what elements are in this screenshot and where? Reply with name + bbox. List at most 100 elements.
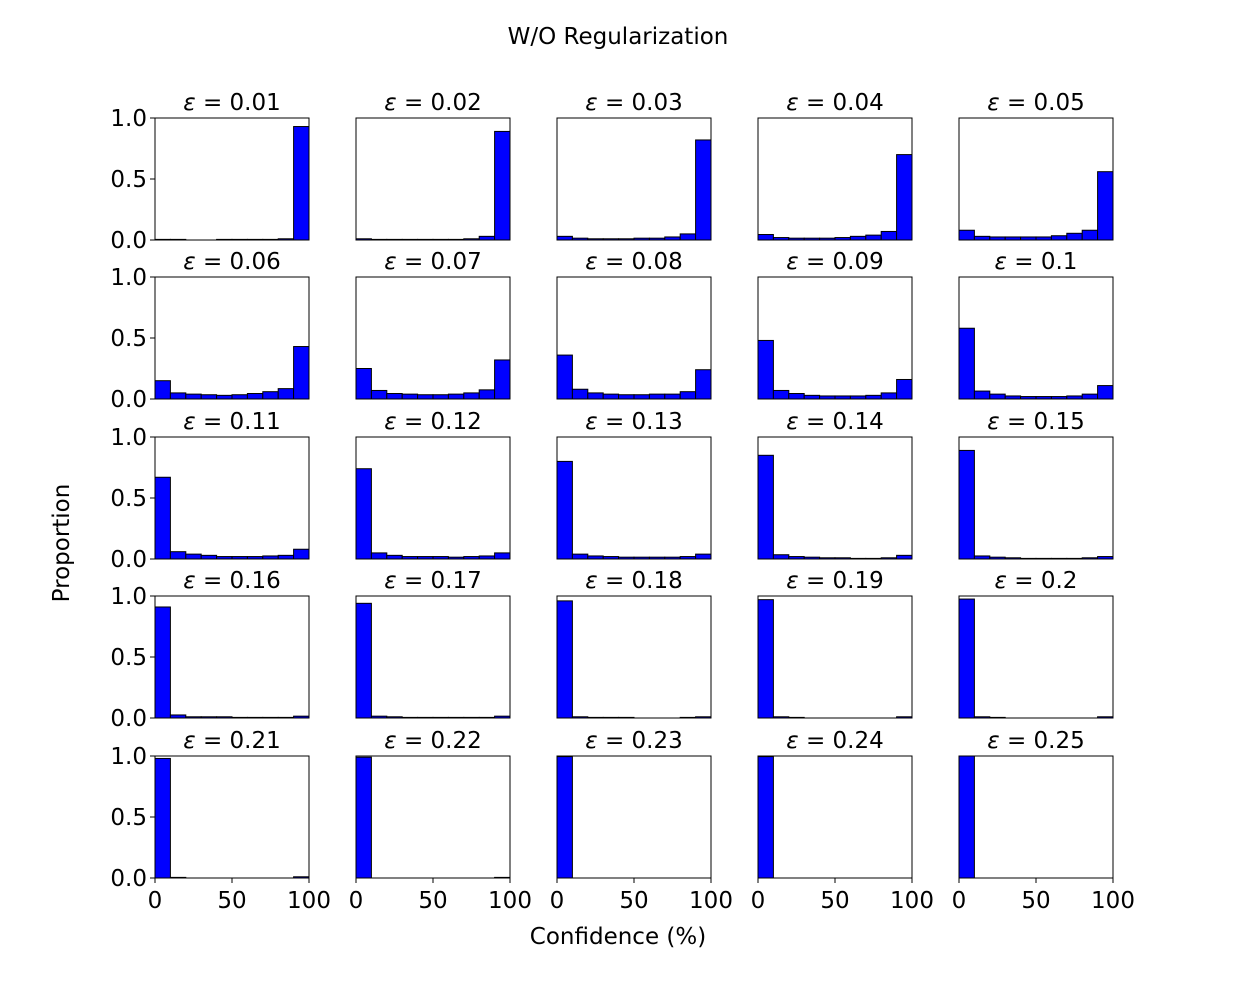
panel-title: ε = 0.06 bbox=[183, 249, 281, 275]
x-tick-label: 0 bbox=[550, 888, 565, 914]
axes-frame bbox=[355, 436, 511, 560]
histogram-bar bbox=[849, 235, 867, 241]
panel-title: ε = 0.2 bbox=[995, 568, 1078, 594]
panel-eps-0.21: ε = 0.21 0.0 0.5 1.0 0 50 100 bbox=[110, 728, 331, 914]
histogram-bar bbox=[200, 394, 218, 400]
axes-frame bbox=[154, 595, 310, 719]
histogram-bar bbox=[370, 389, 388, 400]
y-tick-label: 0.5 bbox=[110, 805, 147, 831]
y-tick-label: 1.0 bbox=[110, 425, 147, 451]
panel-title: ε = 0.1 bbox=[995, 249, 1078, 275]
panel-title: ε = 0.23 bbox=[585, 728, 683, 754]
axes-frame bbox=[154, 436, 310, 560]
histogram-bar bbox=[757, 599, 774, 719]
histogram-bar bbox=[587, 392, 604, 400]
axes-frame bbox=[154, 276, 310, 400]
panel-eps-0.19: ε = 0.19 bbox=[757, 568, 913, 719]
histogram-bar bbox=[556, 235, 573, 241]
axes-frame bbox=[556, 436, 712, 560]
y-tick-label: 0.5 bbox=[110, 645, 147, 671]
x-tick-label: 100 bbox=[488, 888, 532, 914]
y-tick-label: 1.0 bbox=[110, 106, 147, 132]
panel-title: ε = 0.04 bbox=[786, 90, 884, 116]
histogram-bar bbox=[447, 393, 465, 400]
histogram-bar bbox=[386, 393, 403, 400]
histogram-bar bbox=[355, 602, 372, 719]
x-tick-label: 100 bbox=[1091, 888, 1135, 914]
x-axis-label: Confidence (%) bbox=[529, 924, 707, 950]
panel-eps-0.08: ε = 0.08 bbox=[556, 249, 712, 400]
panel-eps-0.16: ε = 0.16 0.0 0.5 1.0 bbox=[110, 568, 310, 732]
histogram-bar bbox=[958, 449, 975, 560]
histogram-bar bbox=[865, 394, 882, 400]
histogram-bar bbox=[880, 392, 898, 400]
axes-frame bbox=[355, 117, 511, 241]
histogram-bar bbox=[355, 368, 372, 400]
panel-eps-0.07: ε = 0.07 bbox=[355, 249, 511, 400]
y-tick-label: 0.0 bbox=[110, 866, 147, 892]
histogram-bar bbox=[958, 755, 975, 879]
histogram-bar bbox=[989, 393, 1006, 400]
histogram-bar bbox=[633, 394, 650, 400]
histogram-bar bbox=[169, 392, 187, 400]
x-tick-label: 50 bbox=[619, 888, 648, 914]
histogram-bar bbox=[401, 393, 419, 400]
histogram-bar bbox=[494, 359, 511, 400]
y-tick-label: 1.0 bbox=[110, 744, 147, 770]
panel-eps-0.14: ε = 0.14 bbox=[757, 409, 913, 560]
histogram-bar bbox=[695, 139, 712, 241]
panel-title: ε = 0.16 bbox=[183, 568, 281, 594]
y-axis-label: Proportion bbox=[49, 483, 75, 603]
panel-title: ε = 0.09 bbox=[786, 249, 884, 275]
panel-eps-0.03: ε = 0.03 bbox=[556, 90, 712, 241]
y-tick-label: 0.0 bbox=[110, 387, 147, 413]
y-tick-label: 0.5 bbox=[110, 326, 147, 352]
panel-title: ε = 0.07 bbox=[384, 249, 482, 275]
histogram-bar bbox=[695, 553, 712, 560]
panel-title: ε = 0.19 bbox=[786, 568, 884, 594]
panel-title: ε = 0.01 bbox=[183, 90, 281, 116]
histogram-bar bbox=[216, 394, 233, 400]
axes-frame bbox=[757, 436, 913, 560]
panel-eps-0.18: ε = 0.18 bbox=[556, 568, 712, 719]
panel-eps-0.2: ε = 0.2 bbox=[958, 568, 1114, 719]
x-tick-label: 100 bbox=[689, 888, 733, 914]
panel-title: ε = 0.05 bbox=[987, 90, 1085, 116]
figure-title: W/O Regularization bbox=[507, 24, 729, 50]
histogram-bar bbox=[757, 454, 774, 560]
axes-frame bbox=[757, 117, 913, 241]
histogram-bar bbox=[277, 554, 295, 560]
histogram-bar bbox=[1081, 229, 1099, 241]
histogram-bar bbox=[463, 392, 480, 400]
histogram-bar bbox=[1081, 393, 1099, 400]
panel-eps-0.01: ε = 0.01 0.0 0.5 1.0 bbox=[110, 90, 310, 254]
panel-eps-0.05: ε = 0.05 bbox=[958, 90, 1114, 241]
axes-frame bbox=[958, 117, 1114, 241]
axes-frame bbox=[757, 595, 913, 719]
panel-eps-0.25: ε = 0.25 0 50 100 bbox=[952, 728, 1135, 914]
histogram-bar bbox=[757, 234, 774, 241]
axes-frame bbox=[958, 436, 1114, 560]
histogram-bar bbox=[556, 756, 573, 879]
histogram-bar bbox=[154, 476, 171, 560]
histogram-bar bbox=[958, 229, 975, 241]
panel-eps-0.06: ε = 0.06 0.0 0.5 1.0 bbox=[110, 249, 310, 413]
panel-eps-0.13: ε = 0.13 bbox=[556, 409, 712, 560]
histogram-bar bbox=[679, 391, 697, 400]
x-tick-label: 50 bbox=[1021, 888, 1050, 914]
histogram-bar bbox=[478, 389, 496, 400]
histogram-bar bbox=[757, 756, 774, 879]
histogram-bar bbox=[803, 394, 821, 400]
histogram-bar bbox=[556, 354, 573, 400]
histogram-bar bbox=[664, 393, 681, 400]
axes-frame bbox=[355, 755, 511, 879]
axes-frame bbox=[958, 755, 1114, 879]
axes-frame bbox=[958, 276, 1114, 400]
histogram-bar bbox=[695, 369, 712, 400]
axes-frame bbox=[757, 755, 913, 879]
histogram-bar bbox=[293, 346, 310, 400]
axes-frame bbox=[556, 595, 712, 719]
histogram-bar bbox=[973, 390, 991, 400]
panel-eps-0.04: ε = 0.04 bbox=[757, 90, 913, 241]
